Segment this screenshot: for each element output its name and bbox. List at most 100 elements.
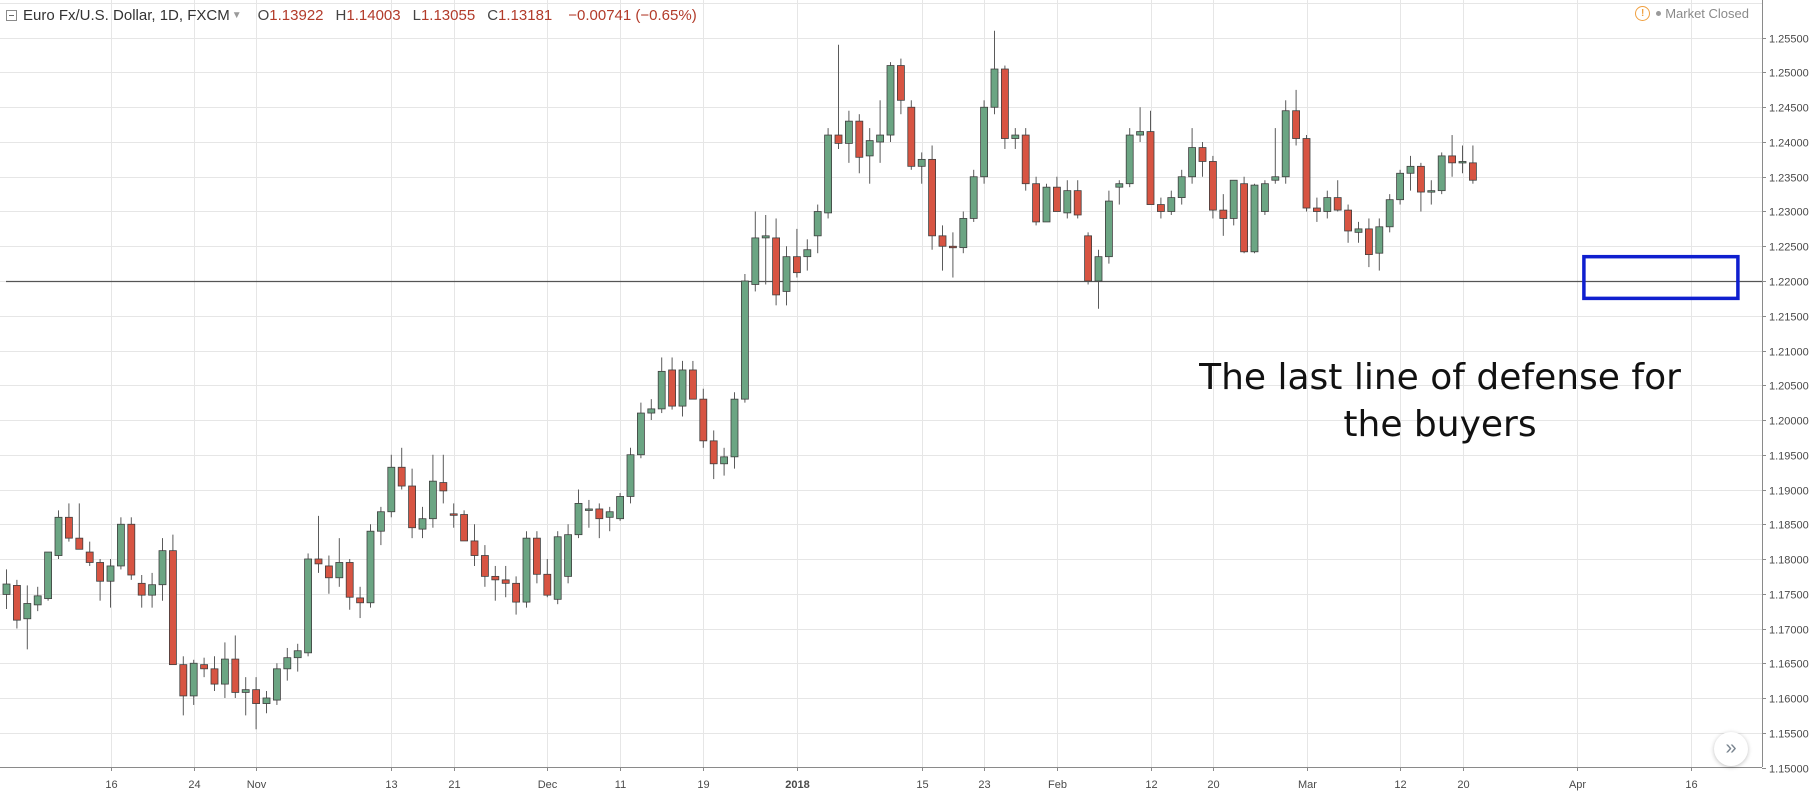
candle-body	[668, 369, 676, 407]
candle-body	[512, 582, 520, 603]
market-status[interactable]: ! Market Closed	[1635, 6, 1749, 21]
candle-body	[595, 508, 604, 520]
chevron-down-icon[interactable]: ▼	[231, 9, 242, 21]
candle-bearish	[75, 503, 84, 550]
candle-body	[1073, 190, 1082, 216]
candle-body	[158, 550, 167, 586]
candle-body	[855, 120, 864, 158]
candle-bullish	[1271, 128, 1280, 184]
x-tick-label: Feb	[1048, 779, 1067, 791]
x-tick-label: 24	[188, 779, 200, 791]
candle-body	[574, 502, 583, 536]
candle-bullish	[574, 489, 583, 539]
candle-body	[1105, 200, 1113, 258]
candle-bearish	[408, 468, 417, 539]
candle-bullish	[23, 585, 32, 650]
candle-bearish	[689, 360, 697, 400]
x-tick-label: 23	[978, 779, 990, 791]
x-tick-label: 20	[1457, 779, 1469, 791]
symbol-title[interactable]: Euro Fx/U.S. Dollar, 1D, FXCM	[23, 6, 230, 24]
candle-bullish	[917, 152, 926, 184]
candle-bearish	[397, 447, 406, 490]
candle-body	[252, 689, 261, 704]
candle-bearish	[543, 559, 552, 598]
candle-bullish	[1385, 194, 1394, 233]
candle-body	[616, 496, 624, 520]
candle-bullish	[158, 538, 167, 601]
candle-body	[314, 558, 323, 565]
x-tick-label: 13	[385, 779, 397, 791]
candle-bullish	[304, 553, 313, 657]
candle-body	[189, 662, 198, 697]
time-axis: 16 24 Nov 13 21 Dec 11 19 2018 15 23 Feb 12 20 Mar 12 20…	[0, 767, 1762, 791]
candle-body	[480, 555, 489, 577]
candle-body	[1323, 197, 1332, 212]
candle-bullish	[1105, 190, 1113, 264]
candle-body	[876, 134, 884, 143]
warning-icon[interactable]: !	[1635, 6, 1651, 21]
candle-bearish	[1417, 162, 1425, 212]
candle-body	[959, 218, 968, 249]
candle-bullish	[117, 517, 125, 570]
candle-body	[460, 514, 469, 542]
y-tick-label: 1.15000	[1769, 764, 1809, 776]
candle-body	[501, 579, 510, 584]
candle-body	[439, 482, 448, 492]
candle-bullish	[2, 569, 11, 610]
y-tick-label: 1.21000	[1769, 347, 1809, 359]
double-chevron-right-icon[interactable]: »	[1714, 732, 1748, 766]
candle-body	[1344, 209, 1352, 232]
candle-layer	[2, 30, 1477, 730]
candle-bearish	[1084, 232, 1092, 285]
candle-body	[928, 158, 936, 237]
candle-bullish	[1427, 180, 1436, 205]
candle-body	[1271, 176, 1280, 181]
candle-body	[1053, 186, 1061, 212]
candle-bullish	[1281, 100, 1290, 184]
high-value: 1.14003	[346, 6, 401, 24]
y-tick-label: 1.18000	[1769, 555, 1809, 567]
candle-bearish	[709, 430, 718, 480]
ohlc-high: H1.14003	[336, 7, 401, 24]
candle-bullish	[1125, 128, 1134, 188]
candle-body	[33, 595, 42, 606]
annotation-line-2: the buyers	[1343, 404, 1537, 445]
candle-bearish	[168, 534, 177, 666]
candle-body	[938, 235, 947, 247]
candle-body	[720, 456, 728, 465]
candle-body	[949, 245, 957, 249]
candle-bullish	[876, 100, 884, 163]
candle-bearish	[1469, 145, 1477, 184]
candle-bearish	[439, 454, 448, 504]
candle-body	[418, 518, 427, 530]
candle-bearish	[699, 388, 708, 448]
candle-bullish	[283, 647, 292, 681]
collapse-icon[interactable]	[6, 9, 17, 21]
candle-bullish	[980, 100, 988, 184]
candle-body	[533, 537, 541, 575]
candle-body	[44, 551, 52, 600]
y-tick-label: 1.20500	[1769, 381, 1809, 393]
candle-body	[772, 237, 780, 296]
candle-body	[1417, 165, 1425, 193]
candle-body	[179, 664, 188, 697]
y-tick-label: 1.23000	[1769, 207, 1809, 219]
candle-bullish	[678, 360, 687, 417]
x-tick-label: 19	[697, 779, 709, 791]
x-tick-label: Mar	[1298, 779, 1317, 791]
candle-body	[356, 597, 365, 604]
candle-body	[1458, 161, 1467, 164]
candle-body	[241, 689, 250, 693]
candle-bullish	[564, 524, 572, 584]
candle-bullish	[969, 169, 978, 222]
candle-bullish	[1323, 190, 1332, 219]
candle-bullish	[637, 402, 645, 459]
candle-body	[1198, 147, 1207, 162]
candle-bullish	[189, 659, 198, 705]
candle-bullish	[813, 204, 822, 254]
candle-bearish	[1448, 135, 1456, 177]
y-tick-label: 1.25500	[1769, 34, 1809, 46]
candle-body	[1375, 226, 1384, 254]
